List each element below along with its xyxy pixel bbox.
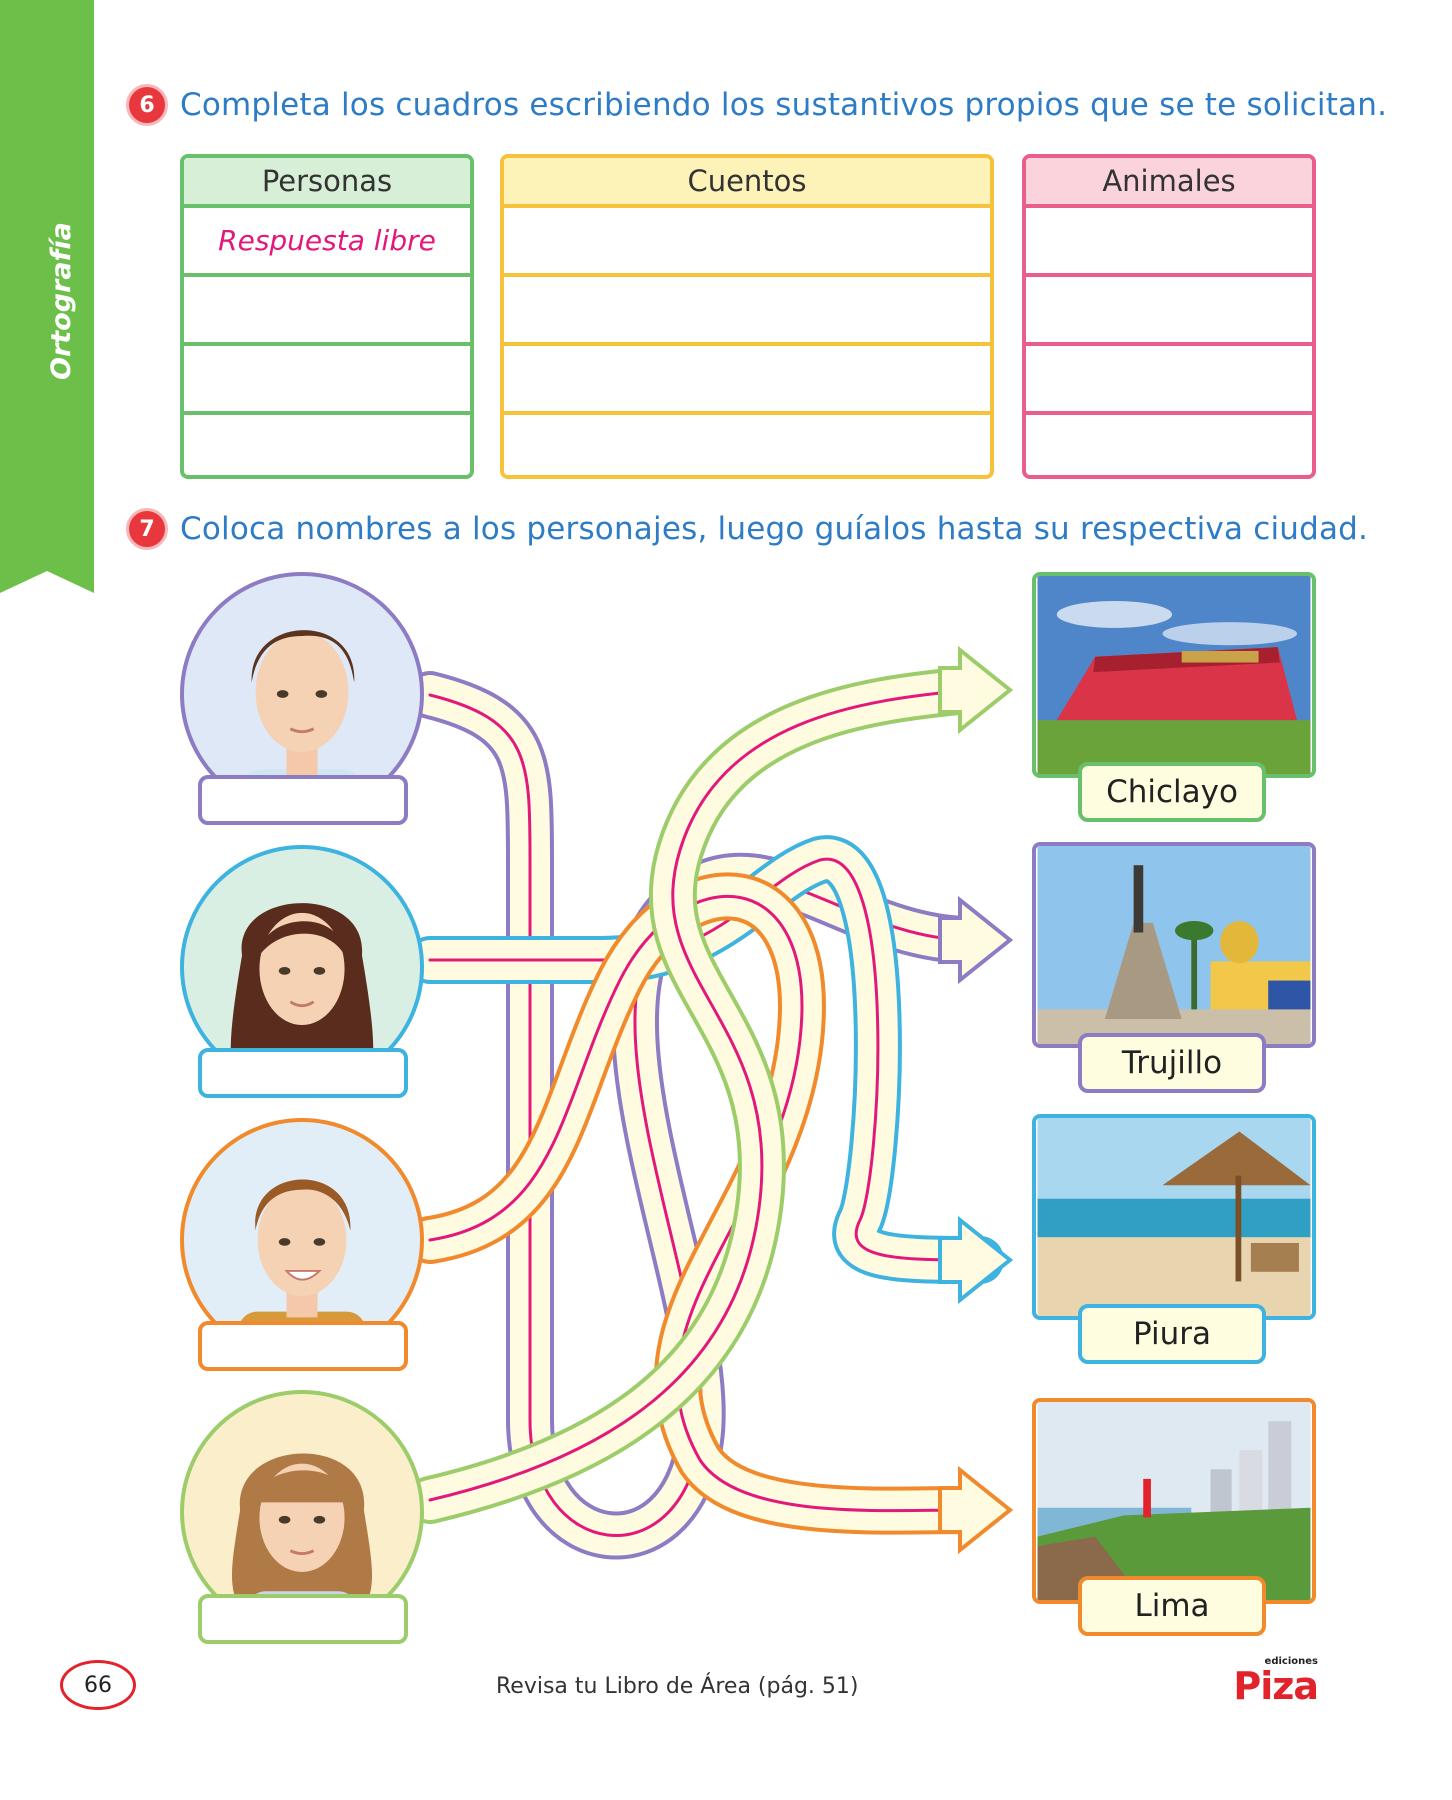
name-input-1[interactable] <box>198 775 408 825</box>
exercise-7-heading: 7 Coloca nombres a los personajes, luego… <box>126 508 1368 550</box>
table-header: Cuentos <box>504 158 990 208</box>
exercise-6-heading: 6 Completa los cuadros escribiendo los s… <box>126 84 1387 126</box>
logo-big-text: Piza <box>1233 1664 1319 1708</box>
table-cell[interactable]: Respuesta libre <box>184 208 470 277</box>
beach-image <box>1037 1118 1311 1316</box>
arrowhead-lima <box>938 1465 1014 1555</box>
table-personas: Personas Respuesta libre <box>180 154 474 479</box>
publisher-logo: ediciones Piza <box>1218 1656 1319 1708</box>
photo-piura <box>1032 1114 1316 1320</box>
photo-lima <box>1032 1398 1316 1604</box>
table-cell[interactable] <box>184 277 470 346</box>
coast-image <box>1037 1402 1311 1600</box>
table-cell[interactable] <box>184 346 470 415</box>
table-cuentos: Cuentos <box>500 154 994 479</box>
maze-path-blue[interactable] <box>406 835 1004 1284</box>
logo-small-text: ediciones <box>1264 1656 1318 1667</box>
table-animales: Animales <box>1022 154 1316 479</box>
section-side-tab <box>0 0 94 593</box>
table-cell[interactable] <box>504 277 990 346</box>
photo-trujillo <box>1032 842 1316 1048</box>
arrowhead-piura <box>938 1215 1014 1305</box>
name-input-2[interactable] <box>198 1048 408 1098</box>
table-cell[interactable] <box>184 415 470 475</box>
name-input-3[interactable] <box>198 1321 408 1371</box>
table-cell[interactable] <box>1026 208 1312 277</box>
arrowhead-chiclayo <box>938 645 1014 735</box>
city-label-piura: Piura <box>1078 1304 1266 1364</box>
arrowhead-trujillo <box>938 895 1014 985</box>
city-label-chiclayo: Chiclayo <box>1078 762 1266 822</box>
exercise-7-instruction: Coloca nombres a los personajes, luego g… <box>180 511 1369 547</box>
page-number: 66 <box>60 1660 136 1710</box>
maze-path-green[interactable] <box>406 666 994 1524</box>
maze-path-orange[interactable] <box>406 872 994 1535</box>
table-cell[interactable] <box>504 346 990 415</box>
museum-image <box>1037 576 1311 774</box>
name-input-4[interactable] <box>198 1594 408 1644</box>
photo-chiclayo <box>1032 572 1316 778</box>
table-header: Animales <box>1026 158 1312 208</box>
table-cell[interactable] <box>1026 346 1312 415</box>
exercise-6-instruction: Completa los cuadros escribiendo los sus… <box>180 87 1388 123</box>
plaza-image <box>1037 846 1311 1044</box>
exercise-number-badge: 6 <box>126 84 168 126</box>
city-label-lima: Lima <box>1078 1576 1266 1636</box>
table-cell[interactable] <box>1026 277 1312 346</box>
city-label-trujillo: Trujillo <box>1078 1033 1266 1093</box>
table-cell[interactable] <box>504 208 990 277</box>
tab-notch <box>0 563 94 593</box>
table-cell[interactable] <box>504 415 990 475</box>
exercise-number-badge: 7 <box>126 508 168 550</box>
table-cell[interactable] <box>1026 415 1312 475</box>
path-maze <box>406 645 1014 1560</box>
footer-note: Revisa tu Libro de Área (pág. 51) <box>496 1674 859 1699</box>
side-tab-label: Ortografía <box>46 222 77 380</box>
table-header: Personas <box>184 158 470 208</box>
